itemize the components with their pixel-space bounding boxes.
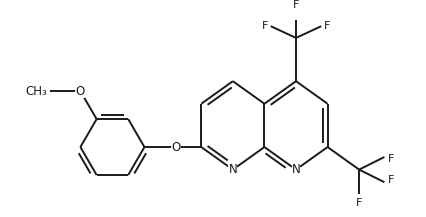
- Text: F: F: [388, 154, 394, 164]
- Text: F: F: [324, 21, 330, 31]
- Text: F: F: [388, 175, 394, 186]
- Text: CH₃: CH₃: [25, 85, 47, 98]
- Text: N: N: [228, 163, 237, 176]
- Text: F: F: [356, 197, 363, 208]
- Text: N: N: [292, 163, 300, 176]
- Text: O: O: [171, 141, 181, 154]
- Text: F: F: [293, 0, 299, 10]
- Text: O: O: [76, 85, 85, 98]
- Text: F: F: [262, 21, 268, 31]
